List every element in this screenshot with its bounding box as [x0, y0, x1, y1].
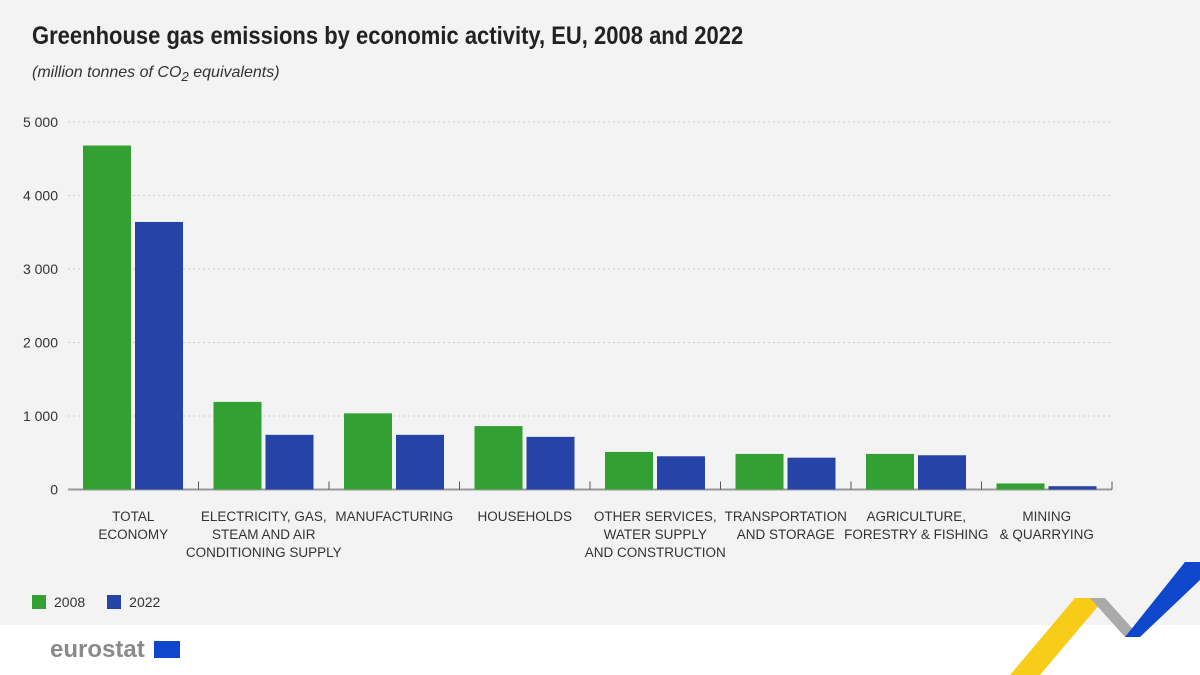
bar-2008 [474, 426, 523, 490]
eu-flag-icon [154, 641, 180, 658]
x-category-label: ELECTRICITY, GAS, [201, 509, 327, 524]
x-category-label: WATER SUPPLY [604, 527, 707, 542]
legend-item: 2008 [32, 594, 85, 610]
bar-2008 [866, 453, 914, 490]
x-category-label: FORESTRY & FISHING [844, 527, 988, 542]
x-category-label: AGRICULTURE, [866, 509, 966, 524]
x-category-label: AND CONSTRUCTION [585, 545, 726, 560]
bar-2022 [787, 457, 836, 490]
x-category-label: TRANSPORTATION [725, 509, 847, 524]
footer [0, 625, 1200, 675]
legend-label: 2022 [129, 594, 161, 610]
x-category-label: STEAM AND AIR [212, 527, 316, 542]
subtitle-text-end: equivalents) [188, 64, 280, 81]
legend-label: 2008 [54, 594, 86, 610]
chart-title: Greenhouse gas emissions by economic act… [32, 22, 744, 50]
y-tick-label: 2 000 [23, 335, 58, 351]
y-tick-label: 1 000 [23, 408, 58, 424]
y-tick-label: 4 000 [23, 188, 58, 204]
bar-2022 [526, 436, 575, 490]
chart-subtitle: (million tonnes of CO2 equivalents) [32, 64, 280, 84]
bar-2022 [1048, 486, 1097, 490]
legend-swatch [107, 595, 122, 609]
bar-2008 [605, 451, 653, 490]
x-category-label: OTHER SERVICES, [594, 509, 717, 524]
y-tick-label: 0 [50, 482, 58, 498]
subtitle-subscript: 2 [181, 69, 189, 85]
legend-item: 2022 [107, 594, 160, 610]
bar-2008 [83, 145, 131, 490]
x-category-label: MANUFACTURING [335, 509, 453, 524]
eurostat-logo: eurostat [50, 636, 145, 663]
bar-2022 [918, 455, 966, 490]
x-category-label: MINING [1022, 509, 1071, 524]
bar-2008 [344, 413, 392, 490]
x-category-label: TOTAL [112, 509, 155, 524]
bar-2008 [735, 453, 784, 490]
bar-2022 [135, 221, 183, 490]
legend: 2008 2022 [32, 594, 160, 610]
y-tick-label: 3 000 [23, 261, 58, 277]
x-category-label: AND STORAGE [737, 527, 835, 542]
bar-2022 [657, 456, 705, 490]
bar-2008 [213, 401, 262, 490]
x-category-label: & QUARRYING [1000, 527, 1094, 542]
legend-swatch [32, 595, 46, 609]
bar-2022 [265, 434, 314, 490]
x-category-label: CONDITIONING SUPPLY [186, 545, 342, 560]
bar-2008 [996, 483, 1045, 490]
x-category-label: ECONOMY [98, 527, 168, 542]
y-tick-label: 5 000 [23, 114, 58, 130]
x-category-label: HOUSEHOLDS [477, 509, 572, 524]
bar-2022 [396, 434, 444, 490]
subtitle-text: (million tonnes of CO [32, 64, 182, 81]
bar-chart: 0 1 000 2 000 3 000 4 000 5 000 TOTAL ECONOMY EL… [23, 114, 1113, 560]
